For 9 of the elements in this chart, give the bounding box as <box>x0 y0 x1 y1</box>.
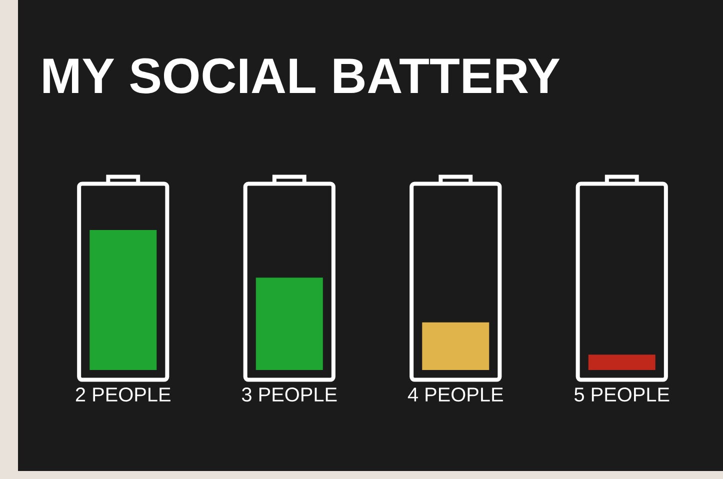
x-tick-label: 3 PEOPLE <box>242 388 337 402</box>
x-tick-label: 5 PEOPLE <box>574 388 670 402</box>
bar <box>90 230 157 370</box>
x-tick-label: 4 PEOPLE <box>408 388 503 402</box>
x-tick-label: 2 PEOPLE <box>76 388 170 402</box>
chart-title: MY SOCIAL BATTERY <box>44 58 560 94</box>
bar <box>256 278 323 370</box>
bar <box>422 322 490 370</box>
bar <box>588 354 656 370</box>
